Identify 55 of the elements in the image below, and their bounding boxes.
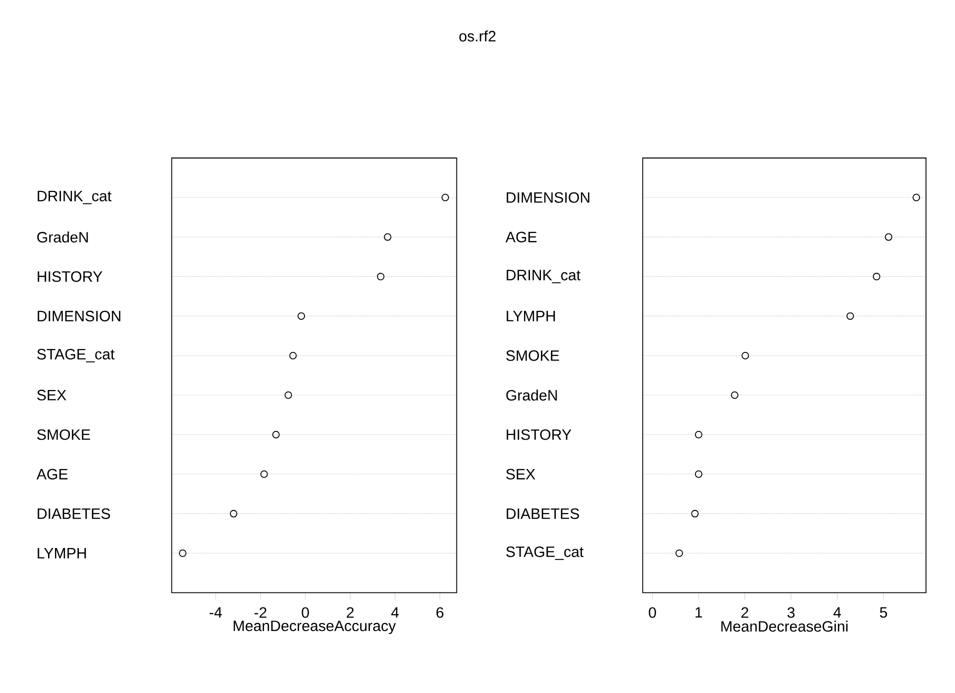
x-axis-title: MeanDecreaseAccuracy (234, 620, 396, 634)
y-tick-label: SEX (506, 468, 536, 480)
x-tick-label: -4 (210, 607, 222, 618)
y-tick-label: AGE (506, 232, 537, 242)
point (289, 352, 297, 360)
y-tick-label: GradeN (506, 390, 557, 401)
y-tick-label: DIMENSION (38, 310, 120, 322)
y-tick-label: STAGE_cat (37, 348, 114, 362)
point (178, 549, 186, 557)
point (694, 430, 702, 438)
x-axis-title: MeanDecreaseGini (721, 620, 848, 632)
x-tick-label: 0 (302, 607, 309, 618)
point (384, 233, 392, 241)
y-tick-label: LYMPH (506, 310, 555, 322)
point (260, 470, 268, 478)
x-tick-label: -2 (254, 607, 266, 618)
y-tick-label: STAGE_cat (506, 546, 584, 560)
point (272, 430, 280, 438)
point (884, 233, 892, 241)
y-tick-label: SMOKE (506, 350, 560, 361)
y-tick-label: LYMPH (38, 548, 86, 558)
y-tick-label: AGE (36, 468, 68, 480)
x-tick-label: 6 (436, 607, 444, 618)
point (675, 549, 683, 557)
y-tick-label: GradeN (37, 232, 88, 243)
y-tick-label: HISTORY (38, 271, 102, 282)
y-tick-label: DIMENSION (506, 192, 590, 203)
y-tick-label: DIABETES (506, 508, 580, 519)
y-tick-label: SEX (37, 390, 66, 400)
point (912, 194, 920, 202)
point (284, 391, 292, 399)
point (846, 312, 854, 320)
point (442, 194, 450, 202)
point (230, 510, 238, 518)
point (298, 312, 306, 320)
x-tick-label: 4 (391, 607, 399, 618)
point (742, 352, 750, 360)
y-tick-label: DRINK_cat (506, 270, 580, 284)
x-tick-label: 3 (787, 607, 795, 618)
x-tick-label: 2 (346, 607, 354, 618)
x-tick-label: 0 (648, 607, 656, 618)
x-tick-label: 1 (696, 607, 702, 618)
y-tick-label: DRINK_cat (38, 190, 112, 204)
y-tick-label: SMOKE (37, 429, 90, 440)
point (376, 272, 384, 280)
y-tick-label: DIABETES (38, 508, 110, 519)
point (694, 470, 702, 478)
y-tick-label: HISTORY (506, 429, 572, 440)
chart-title: os.rf2 (459, 30, 496, 42)
x-tick-label: 2 (741, 607, 748, 618)
x-tick-label: 5 (880, 607, 888, 618)
point (730, 391, 738, 399)
x-tick-label: 4 (833, 607, 842, 618)
point (691, 510, 699, 518)
point (872, 272, 880, 280)
